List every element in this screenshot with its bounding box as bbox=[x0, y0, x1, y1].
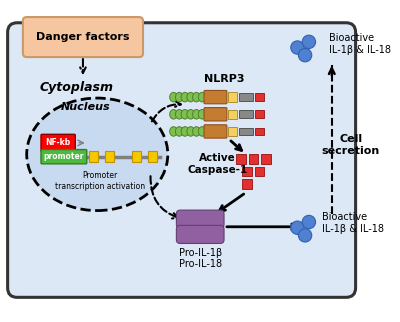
Text: NLRP3: NLRP3 bbox=[204, 74, 244, 84]
Text: promoter: promoter bbox=[44, 152, 84, 161]
Bar bbox=[89, 151, 98, 162]
FancyBboxPatch shape bbox=[204, 90, 227, 104]
Bar bbox=[249, 154, 258, 164]
Ellipse shape bbox=[27, 98, 168, 211]
Text: Promoter
transcription activation: Promoter transcription activation bbox=[55, 172, 145, 191]
Bar bbox=[132, 151, 141, 162]
Ellipse shape bbox=[170, 127, 177, 136]
FancyBboxPatch shape bbox=[8, 23, 356, 297]
Bar bbox=[254, 167, 264, 176]
FancyBboxPatch shape bbox=[41, 149, 87, 164]
Bar bbox=[261, 154, 271, 164]
Text: Danger factors: Danger factors bbox=[36, 32, 130, 42]
Ellipse shape bbox=[181, 109, 189, 119]
Bar bbox=[254, 110, 264, 118]
Text: NF-kb: NF-kb bbox=[46, 138, 71, 147]
FancyBboxPatch shape bbox=[176, 210, 224, 228]
Circle shape bbox=[298, 229, 312, 242]
Circle shape bbox=[298, 49, 312, 62]
FancyBboxPatch shape bbox=[176, 225, 224, 243]
Ellipse shape bbox=[187, 127, 194, 136]
Ellipse shape bbox=[198, 109, 206, 119]
Text: Active
Caspase-1: Active Caspase-1 bbox=[187, 153, 248, 175]
Text: Nucleus: Nucleus bbox=[61, 102, 111, 112]
Bar bbox=[254, 93, 264, 101]
Ellipse shape bbox=[187, 109, 194, 119]
Ellipse shape bbox=[198, 127, 206, 136]
Ellipse shape bbox=[170, 92, 177, 102]
Bar bbox=[254, 128, 264, 135]
FancyBboxPatch shape bbox=[204, 125, 227, 138]
Circle shape bbox=[302, 215, 316, 229]
Ellipse shape bbox=[198, 92, 206, 102]
Bar bbox=[239, 93, 253, 101]
Bar bbox=[239, 110, 253, 118]
Ellipse shape bbox=[192, 92, 200, 102]
Circle shape bbox=[302, 35, 316, 49]
Bar bbox=[228, 92, 237, 102]
Circle shape bbox=[291, 41, 304, 54]
Bar bbox=[242, 179, 252, 189]
Text: Pro-IL-1β
Pro-IL-18: Pro-IL-1β Pro-IL-18 bbox=[178, 248, 222, 270]
Bar bbox=[236, 154, 246, 164]
Ellipse shape bbox=[176, 127, 183, 136]
Text: Cell
secretion: Cell secretion bbox=[322, 134, 380, 156]
Ellipse shape bbox=[192, 127, 200, 136]
Ellipse shape bbox=[181, 127, 189, 136]
FancyBboxPatch shape bbox=[41, 134, 75, 151]
Text: Cytoplasm: Cytoplasm bbox=[40, 81, 114, 94]
Bar bbox=[239, 128, 253, 135]
Ellipse shape bbox=[181, 92, 189, 102]
Bar bbox=[228, 127, 237, 136]
Bar bbox=[242, 167, 252, 176]
Ellipse shape bbox=[176, 92, 183, 102]
Bar bbox=[228, 109, 237, 119]
Ellipse shape bbox=[192, 109, 200, 119]
Text: Bioactive
IL-1β & IL-18: Bioactive IL-1β & IL-18 bbox=[329, 33, 391, 54]
Bar bbox=[148, 151, 157, 162]
Ellipse shape bbox=[176, 109, 183, 119]
Ellipse shape bbox=[170, 109, 177, 119]
Ellipse shape bbox=[187, 92, 194, 102]
FancyBboxPatch shape bbox=[204, 108, 227, 121]
FancyBboxPatch shape bbox=[23, 17, 143, 57]
Bar bbox=[105, 151, 114, 162]
Text: Bioactive
IL-1β & IL-18: Bioactive IL-1β & IL-18 bbox=[322, 212, 384, 234]
Circle shape bbox=[291, 221, 304, 234]
